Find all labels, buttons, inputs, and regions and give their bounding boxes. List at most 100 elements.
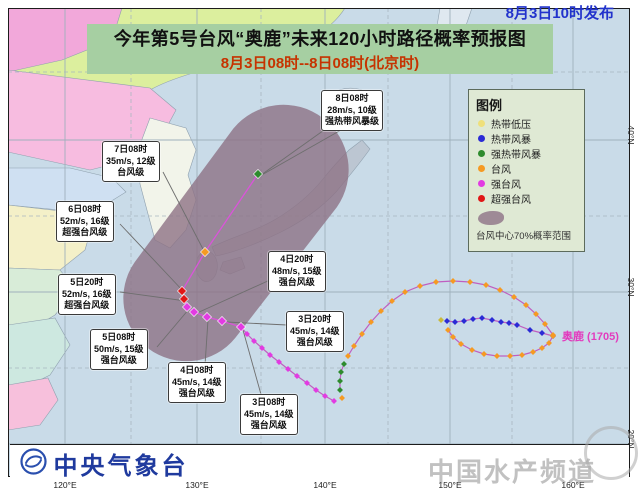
super-typhoon-dot-icon xyxy=(478,195,485,202)
history-dot xyxy=(337,378,343,384)
history-dot xyxy=(494,353,500,359)
history-dot xyxy=(389,298,395,304)
history-dot xyxy=(467,279,473,285)
history-dot xyxy=(304,380,310,386)
history-dot xyxy=(445,327,451,333)
history-dot xyxy=(489,317,495,323)
history-dot xyxy=(469,347,475,353)
callout-6d08: 6日08时 52m/s, 16级 超强台风级 xyxy=(56,201,114,242)
history-dot xyxy=(497,287,503,293)
lon-label-120e: 120°E xyxy=(53,480,77,490)
land-guangdong xyxy=(8,377,59,431)
history-dot xyxy=(452,319,458,325)
legend-item-super-typhoon: 超强台风 xyxy=(476,191,577,206)
map-title: 今年第5号台风“奥鹿”未来120小时路径概率预报图 xyxy=(113,29,527,49)
history-dot xyxy=(378,308,384,314)
severe-tropical-storm-dot-icon xyxy=(478,150,485,157)
forecast-dot xyxy=(182,302,192,312)
history-dot xyxy=(527,327,533,333)
legend: 图例 热带低压 热带风暴 强热带风暴 台风 强台风 超强台风 台风中心70%概率… xyxy=(468,89,585,252)
history-dot xyxy=(450,334,456,340)
history-dot xyxy=(519,352,525,358)
history-dot xyxy=(368,319,374,325)
forecast-dot xyxy=(177,286,187,296)
forecast-dot xyxy=(217,316,227,326)
probability-cone xyxy=(123,104,349,362)
forecast-dot xyxy=(189,307,199,317)
history-dot xyxy=(458,341,464,347)
history-dot xyxy=(359,331,365,337)
watermark-logo-icon xyxy=(584,426,638,480)
callout-3d20: 3日20时 45m/s, 14级 强台风级 xyxy=(286,311,344,352)
forecast-dot xyxy=(179,294,189,304)
history-dot xyxy=(539,345,545,351)
tropical-storm-dot-icon xyxy=(478,135,485,142)
history-dot xyxy=(542,321,548,327)
legend-item-tropical-storm: 热带风暴 xyxy=(476,131,577,146)
legend-item-typhoon: 台风 xyxy=(476,161,577,176)
history-dot xyxy=(438,317,444,323)
lat-label-40n: 40°N xyxy=(626,125,636,145)
forecast-dot xyxy=(200,247,210,257)
legend-cone-label: 台风中心70%概率范围 xyxy=(476,231,572,242)
tropical-depression-dot-icon xyxy=(478,120,485,127)
storm-name-label: 奥鹿 (1705) xyxy=(562,331,619,343)
history-dot xyxy=(523,302,529,308)
history-dot xyxy=(444,318,450,324)
lon-label-140e: 140°E xyxy=(313,480,337,490)
history-dot xyxy=(331,398,337,404)
forecast-dot xyxy=(253,169,263,179)
legend-item-tropical-depression: 热带低压 xyxy=(476,116,577,131)
lon-label-150e: 150°E xyxy=(438,480,462,490)
history-dot xyxy=(498,319,504,325)
typhoon-dot-icon xyxy=(478,165,485,172)
watermark-text: 中国水产频道 xyxy=(428,457,597,487)
history-dot xyxy=(351,343,357,349)
history-dot xyxy=(337,387,343,393)
history-dot xyxy=(546,340,552,346)
callout-5d08: 5日08时 50m/s, 15级 强台风级 xyxy=(90,329,148,370)
callout-7d08: 7日08时 35m/s, 12级 台风级 xyxy=(102,141,160,182)
history-dot xyxy=(345,353,351,359)
severe-typhoon-dot-icon xyxy=(478,180,485,187)
history-dot xyxy=(539,330,545,336)
legend-title: 图例 xyxy=(476,98,503,113)
history-dot xyxy=(506,320,512,326)
history-dot xyxy=(461,318,467,324)
cma-logo-icon xyxy=(19,448,47,475)
lat-label-30n: 30°N xyxy=(626,277,636,297)
map-subtitle: 8月3日08时--8日08时(北京时) xyxy=(220,55,420,72)
history-dot xyxy=(339,395,345,401)
cone-swatch-icon xyxy=(478,211,504,225)
callout-4d08: 4日08时 45m/s, 14级 强台风级 xyxy=(168,362,226,403)
history-dot xyxy=(417,283,423,289)
history-dot xyxy=(338,369,344,375)
legend-item-severe-tropical-storm: 强热带风暴 xyxy=(476,146,577,161)
lon-label-160e: 160°E xyxy=(561,480,585,490)
history-dot xyxy=(322,393,328,399)
history-dot xyxy=(341,361,347,367)
forecast-dot xyxy=(202,312,212,322)
history-dot xyxy=(313,387,319,393)
history-dot xyxy=(433,279,439,285)
history-dot xyxy=(514,322,520,328)
callout-5d20: 5日20时 52m/s, 16级 超强台风级 xyxy=(58,274,116,315)
history-dot xyxy=(481,351,487,357)
lon-label-130e: 130°E xyxy=(185,480,209,490)
callout-3d08: 3日08时 45m/s, 14级 强台风级 xyxy=(240,394,298,435)
forecast-dot xyxy=(236,322,246,332)
history-dot xyxy=(507,353,513,359)
issue-time: 8月3日10时发布 xyxy=(505,5,614,22)
history-dot xyxy=(285,366,291,372)
title-box: 今年第5号台风“奥鹿”未来120小时路径概率预报图 8月3日08时--8日08时… xyxy=(87,24,553,74)
history-dot xyxy=(533,311,539,317)
history-dot xyxy=(479,315,485,321)
history-dot xyxy=(267,352,273,358)
history-dot xyxy=(276,359,282,365)
history-dot xyxy=(511,294,517,300)
history-dot xyxy=(550,332,556,338)
history-dot xyxy=(530,349,536,355)
bottom-banner: 中央气象台 xyxy=(9,444,629,480)
history-dot xyxy=(259,345,265,351)
